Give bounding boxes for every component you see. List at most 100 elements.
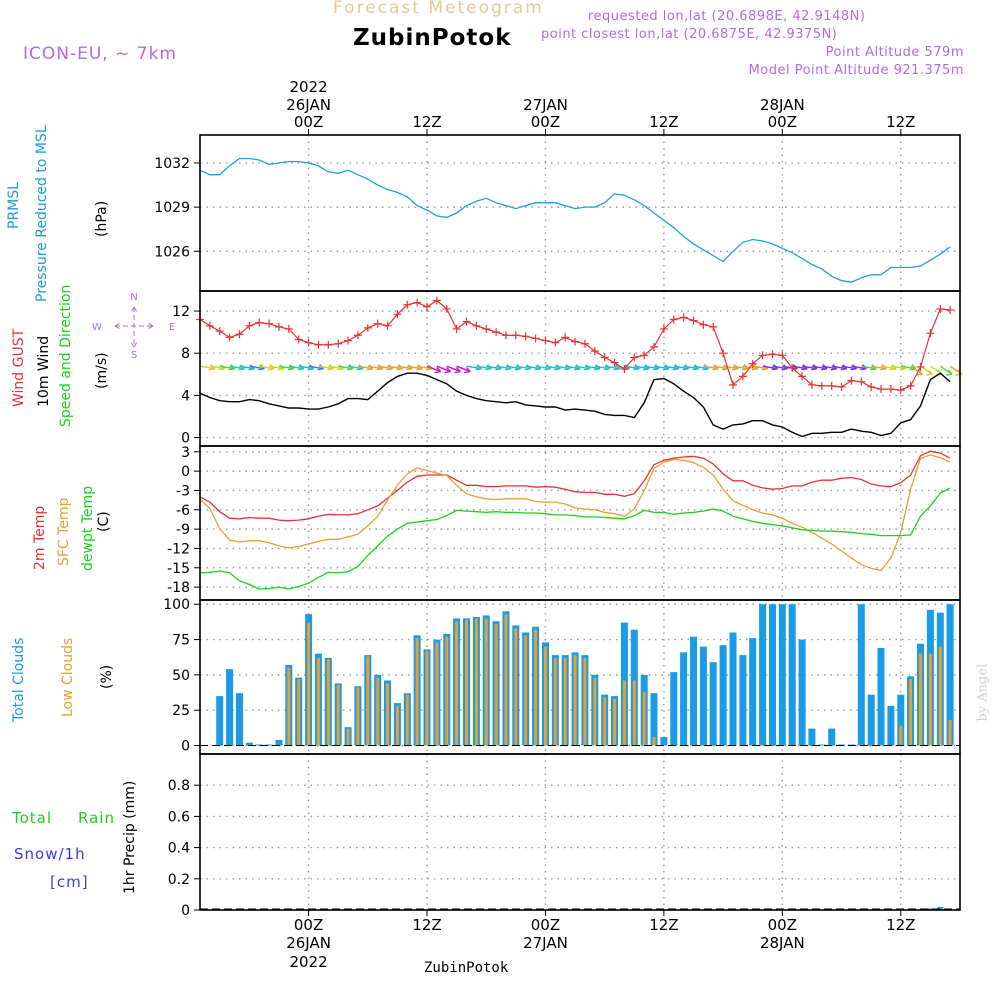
ytick-label-3-2: 50	[172, 668, 190, 684]
cloud-bar-low-11	[326, 659, 330, 746]
cloud-bar-total-48	[690, 636, 697, 746]
cloud-bar-total-61	[818, 744, 826, 746]
cloud-bar-low-37	[583, 657, 587, 746]
ytick-label-4-3: 0.2	[168, 872, 190, 888]
wind-arrow-18	[377, 365, 393, 370]
wind-arrow-57	[762, 365, 778, 370]
cloud-bar-low-35	[563, 657, 567, 746]
cloud-bar-low-7	[287, 667, 291, 746]
ytick-label-1-2: 4	[181, 388, 190, 404]
wind-arrowhead-75	[945, 369, 953, 376]
panel-frame-0	[199, 134, 961, 292]
cloud-bar-low-10	[316, 657, 320, 746]
ytick-label-2-4: -9	[176, 522, 190, 538]
cloud-bar-total-60	[808, 728, 816, 746]
cloud-bar-low-72	[928, 653, 932, 746]
wind-arrow-62	[811, 365, 828, 370]
gust-point-22	[413, 298, 422, 307]
wind-arrow-9	[288, 365, 304, 370]
wind-arrow-17	[367, 365, 383, 370]
cloud-bar-total-1	[226, 669, 234, 746]
precip-label-rain: Rain	[78, 809, 115, 827]
gust-point-21	[403, 300, 412, 309]
wind-arrow-41	[604, 365, 620, 370]
wind-arrow-60	[792, 365, 808, 370]
xtick-label-bottom-1: 12Z	[412, 916, 441, 934]
gust-point-65	[837, 382, 846, 391]
cloud-bar-total-4	[255, 744, 263, 746]
gust-point-40	[590, 347, 599, 356]
cloud-bar-total-59	[798, 639, 806, 746]
cloud-bar-total-6	[275, 739, 283, 746]
wind-arrow-65	[841, 365, 857, 370]
gust-point-23	[423, 302, 432, 311]
wind-arrow-21	[407, 365, 423, 370]
gust-point-15	[344, 336, 353, 345]
gust-point-51	[699, 320, 708, 329]
gust-point-60	[788, 363, 797, 372]
ytick-label-4-1: 0.6	[168, 809, 190, 825]
cloud-bar-low-26	[474, 618, 478, 746]
xtick-label-bottom-5: 12Z	[886, 916, 915, 934]
gust-point-67	[857, 377, 866, 386]
gust-point-25	[442, 304, 451, 313]
ytick-label-2-7: -18	[167, 580, 190, 596]
gust-point-72	[906, 381, 915, 390]
cloud-bar-low-36	[573, 655, 577, 746]
wind-arrow-33	[525, 365, 541, 370]
wind-arrow-48	[673, 365, 689, 370]
cloud-bar-low-42	[632, 680, 636, 746]
gust-point-31	[501, 331, 510, 340]
ytick-label-0-2: 1026	[154, 244, 190, 260]
cloud-bar-total-46	[670, 672, 678, 746]
cloud-bar-total-55	[759, 604, 767, 746]
wind-arrow-23	[426, 365, 441, 373]
cloud-bar-low-29	[504, 614, 508, 746]
gust-point-71	[896, 386, 905, 395]
wind-arrow-24	[436, 365, 451, 373]
wind-arrow-68	[871, 365, 887, 370]
wind-arrow-4	[239, 365, 255, 370]
cloud-bar-low-32	[534, 629, 538, 746]
cloud-bar-total-56	[769, 604, 776, 746]
gust-point-14	[334, 339, 343, 348]
cloud-bar-low-14	[356, 687, 360, 746]
date-label-bottom-2: 28JAN	[760, 934, 805, 952]
cloud-bar-low-23	[445, 636, 449, 746]
wind-arrow-53	[723, 365, 739, 370]
gust-point-30	[492, 328, 501, 337]
wind-arrow-1	[209, 365, 226, 370]
wind-arrow-15	[347, 365, 364, 370]
cloud-bar-low-18	[395, 706, 399, 746]
compass-e: E	[169, 322, 175, 333]
ytick-label-3-1: 75	[172, 633, 190, 649]
gust-point-1	[205, 321, 214, 330]
gust-point-62	[807, 380, 816, 389]
compass-cross	[114, 306, 154, 348]
cloud-bar-low-21	[425, 650, 429, 746]
wind-arrow-6	[259, 365, 275, 370]
gust-point-29	[482, 324, 491, 333]
cloud-bar-low-13	[346, 728, 350, 746]
cloud-bar-total-44	[650, 693, 658, 746]
wind-arrow-20	[397, 365, 413, 370]
wind-arrow-67	[861, 365, 877, 370]
gust-point-16	[353, 331, 362, 340]
ytick-label-4-0: 0.8	[168, 778, 190, 794]
gust-point-4	[235, 330, 244, 339]
cloud-bar-total-62	[828, 728, 836, 746]
model-label: ICON-EU, ~ 7km	[23, 44, 177, 64]
cloud-bar-low-12	[336, 684, 340, 746]
ytick-label-2-6: -15	[167, 561, 190, 577]
cloud-bar-low-71	[919, 653, 922, 746]
ytick-label-0-1: 1029	[154, 200, 190, 216]
cloud-bar-low-16	[376, 677, 380, 746]
wind-arrow-45	[644, 365, 660, 370]
gust-point-36	[551, 338, 560, 347]
wind-arrow-27	[466, 365, 482, 370]
gust-point-49	[679, 313, 688, 322]
ytick-label-2-1: 0	[181, 464, 190, 480]
cloud-bar-low-70	[909, 679, 913, 746]
precip-label-total: Total	[12, 809, 53, 827]
wind-arrow-30	[495, 365, 512, 370]
